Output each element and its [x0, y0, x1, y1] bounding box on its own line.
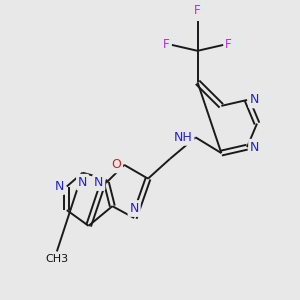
Text: F: F: [225, 38, 232, 51]
Text: F: F: [163, 38, 170, 51]
Text: N: N: [130, 202, 139, 215]
Text: N: N: [78, 176, 87, 189]
Text: N: N: [54, 180, 64, 193]
Text: F: F: [194, 4, 201, 17]
Text: CH3: CH3: [45, 254, 68, 264]
Text: N: N: [250, 141, 260, 154]
Text: N: N: [94, 176, 104, 189]
Text: NH: NH: [174, 131, 193, 144]
Text: O: O: [111, 158, 121, 171]
Text: N: N: [250, 94, 260, 106]
